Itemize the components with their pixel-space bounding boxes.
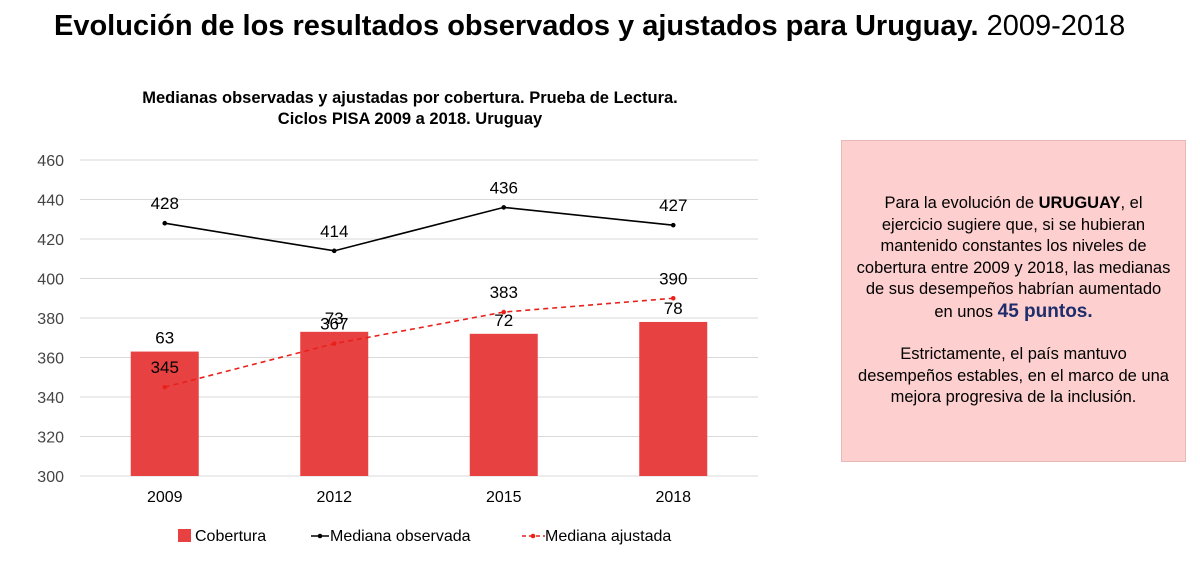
adjusted-point: [331, 341, 337, 346]
note-box: Para la evolución de URUGUAY, el ejercic…: [841, 140, 1186, 462]
legend-marker-observed: [317, 533, 323, 539]
bar: [469, 333, 538, 476]
chart-title: Medianas observadas y ajustadas por cobe…: [80, 88, 740, 130]
line-data-label: 428: [151, 194, 179, 213]
y-tick-label: 360: [37, 351, 64, 368]
x-tick-label: 2018: [655, 489, 691, 506]
observed-point: [331, 248, 337, 254]
y-tick-label: 400: [37, 272, 64, 289]
note-text-middle: , el ejercicio sugiere que, si se hubier…: [856, 194, 1171, 321]
line-data-label: 383: [490, 283, 518, 302]
y-tick-label: 340: [37, 390, 64, 407]
bar-data-label: 73: [325, 309, 344, 328]
adjusted-point: [501, 309, 507, 315]
note-paragraph-2: Estrictamente, el país mantuvo desempeño…: [858, 345, 1169, 407]
bar-data-label: 72: [494, 311, 513, 330]
line-data-label: 390: [659, 269, 687, 288]
bar: [300, 331, 369, 476]
observed-median-line: [164, 206, 674, 252]
legend-swatch-cobertura: [178, 529, 191, 542]
bar-data-label: 78: [664, 299, 683, 318]
legend-label-observed: Mediana observada: [330, 528, 471, 545]
adjusted-median-line: [164, 297, 674, 388]
adjusted-point: [670, 295, 676, 301]
note-country: URUGUAY: [1038, 194, 1121, 213]
legend-label-adjusted: Mediana ajustada: [545, 528, 671, 545]
y-tick-label: 440: [37, 193, 64, 210]
x-tick-label: 2012: [316, 489, 352, 506]
note-paragraph-1: Para la evolución de URUGUAY, el ejercic…: [856, 193, 1171, 323]
bar: [639, 321, 708, 476]
page-title: Evolución de los resultados observados y…: [54, 10, 1125, 43]
y-tick-label: 460: [37, 153, 64, 170]
chart-title-line-1: Medianas observadas y ajustadas por cobe…: [142, 89, 678, 107]
y-tick-label: 320: [37, 430, 64, 447]
y-tick-label: 420: [37, 232, 64, 249]
page-title-years: 2009-2018: [986, 10, 1126, 42]
observed-point: [501, 205, 507, 210]
y-tick-label: 300: [37, 469, 64, 486]
adjusted-point: [162, 384, 168, 390]
line-data-label: 414: [320, 222, 348, 241]
chart: 300 320 340 360 380 400 420 440 460 63 73 72 78 428 41…: [37, 153, 758, 545]
legend-marker-adjusted: [530, 533, 536, 539]
line-data-label: 345: [151, 358, 179, 377]
bar: [130, 351, 199, 476]
bar-data-label: 63: [155, 329, 174, 348]
observed-point: [670, 222, 676, 228]
observed-point: [162, 220, 168, 226]
note-text-start: Para la evolución de: [884, 194, 1039, 213]
y-tick-label: 380: [37, 311, 64, 328]
note-points-highlight: 45 puntos.: [997, 300, 1093, 322]
x-tick-label: 2009: [147, 489, 183, 506]
chart-title-line-2: Ciclos PISA 2009 a 2018. Uruguay: [277, 110, 543, 128]
line-data-label: 427: [659, 196, 687, 215]
line-data-label: 436: [490, 178, 518, 197]
note-spacer: [856, 323, 1171, 344]
line-data-label: 367: [320, 315, 348, 334]
page-title-text: Evolución de los resultados observados y…: [54, 10, 979, 42]
legend-label-cobertura: Cobertura: [195, 528, 266, 545]
x-tick-label: 2015: [486, 489, 522, 506]
